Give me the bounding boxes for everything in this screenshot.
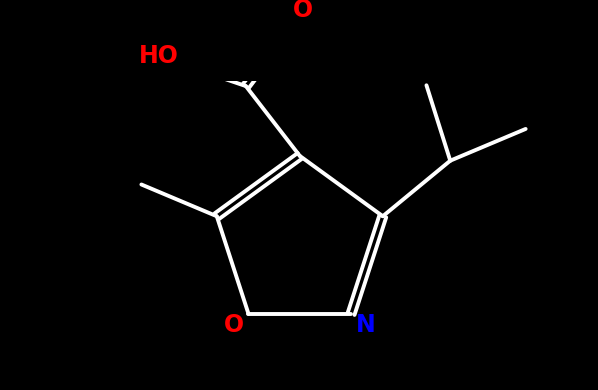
Text: HO: HO: [139, 44, 178, 68]
Text: O: O: [224, 313, 244, 337]
Text: O: O: [293, 0, 313, 22]
Text: N: N: [355, 313, 376, 337]
